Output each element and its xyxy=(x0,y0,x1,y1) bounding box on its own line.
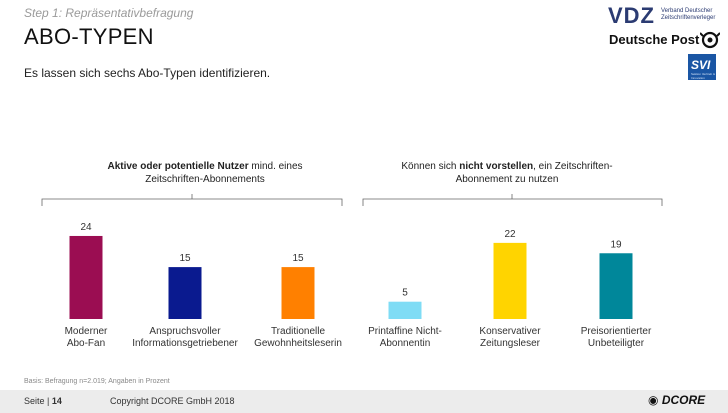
category-label-2-line-1: Anspruchsvoller xyxy=(149,326,221,337)
bar-6 xyxy=(599,253,633,319)
vdz-logo-text: VDZ xyxy=(608,3,655,28)
bar-1 xyxy=(69,235,103,319)
category-label-3-line-2: Gewohnheitsleserin xyxy=(254,338,342,349)
group-heading-right: Können sich nicht vorstellen, ein Zeitsc… xyxy=(382,160,632,186)
deutsche-post-logo: Deutsche Post xyxy=(609,31,721,50)
vdz-sub-line2: Zeitschriftenverleger xyxy=(661,15,716,21)
copyright-text: Copyright DCORE GmbH 2018 xyxy=(110,396,235,406)
bar-5 xyxy=(493,242,527,319)
category-label-1-line-2: Abo-Fan xyxy=(67,338,105,349)
bar-4 xyxy=(388,301,422,319)
dcore-logo: ◉ DCORE xyxy=(648,393,705,407)
page-indicator: Seite | 14 xyxy=(24,396,62,406)
group-left-bold: Aktive oder potentielle Nutzer xyxy=(107,161,249,172)
svi-logo: SVI Sektion Vertrieb & Innovation xyxy=(688,54,716,80)
vdz-logo-subtext: Verband Deutscher Zeitschriftenverleger xyxy=(661,8,715,22)
basis-note: Basis: Befragung n=2.019; Angaben in Pro… xyxy=(24,378,170,385)
dcore-logo-text: DCORE xyxy=(661,393,706,407)
bar-3 xyxy=(281,267,315,319)
value-label-5: 22 xyxy=(504,229,516,240)
bar-2 xyxy=(168,267,202,319)
category-label-5-line-2: Zeitungsleser xyxy=(480,338,541,349)
post-horn-icon xyxy=(700,31,720,49)
page-number: 14 xyxy=(51,396,62,406)
category-label-5-line-1: Konservativer xyxy=(479,326,541,337)
category-label-6-line-2: Unbeteiligter xyxy=(588,338,645,349)
page-label: Seite | xyxy=(24,396,52,406)
value-label-6: 19 xyxy=(610,239,622,250)
deutsche-post-text: Deutsche Post xyxy=(609,32,700,47)
svi-logo-text: SVI xyxy=(691,58,711,72)
category-label-3-line-1: Traditionelle xyxy=(271,326,326,337)
value-label-1: 24 xyxy=(80,222,92,233)
bracket-right xyxy=(362,194,663,206)
group-heading-left: Aktive oder potentielle Nutzer mind. ein… xyxy=(80,160,330,186)
step-label: Step 1: Repräsentativbefragung xyxy=(24,6,194,20)
group-left-line2: Zeitschriften-Abonnements xyxy=(145,174,265,185)
value-label-2: 15 xyxy=(179,253,191,264)
group-left-rest: mind. eines xyxy=(248,161,303,172)
value-label-4: 5 xyxy=(402,288,408,299)
group-right-bold: nicht vorstellen xyxy=(459,161,534,172)
page-title: ABO-TYPEN xyxy=(24,24,154,49)
svi-logo-subtext: Sektion Vertrieb & Innovation xyxy=(691,72,716,80)
bracket-left xyxy=(41,194,343,206)
value-label-3: 15 xyxy=(292,253,304,264)
category-label-6-line-1: Preisorientierter xyxy=(581,326,652,337)
category-label-4-line-1: Printaffine Nicht- xyxy=(368,326,442,337)
footer-bar: Seite | 14 Copyright DCORE GmbH 2018 ◉ D… xyxy=(0,390,728,413)
dcore-swirl-icon: ◉ xyxy=(648,393,659,407)
vdz-sub-line1: Verband Deutscher xyxy=(661,8,713,14)
group-right-line2: Abonnement zu nutzen xyxy=(455,174,559,185)
category-label-1-line-1: Moderner xyxy=(65,326,108,337)
group-right-pre: Können sich xyxy=(401,161,460,172)
category-label-2-line-2: Informationsgetriebener xyxy=(132,338,238,349)
category-label-4-line-2: Abonnentin xyxy=(380,338,431,349)
vdz-logo: VDZ Verband Deutscher Zeitschriftenverle… xyxy=(608,3,720,29)
page-subtitle: Es lassen sich sechs Abo-Typen identifiz… xyxy=(24,66,271,80)
group-right-rest: , ein Zeitschriften- xyxy=(533,161,613,172)
